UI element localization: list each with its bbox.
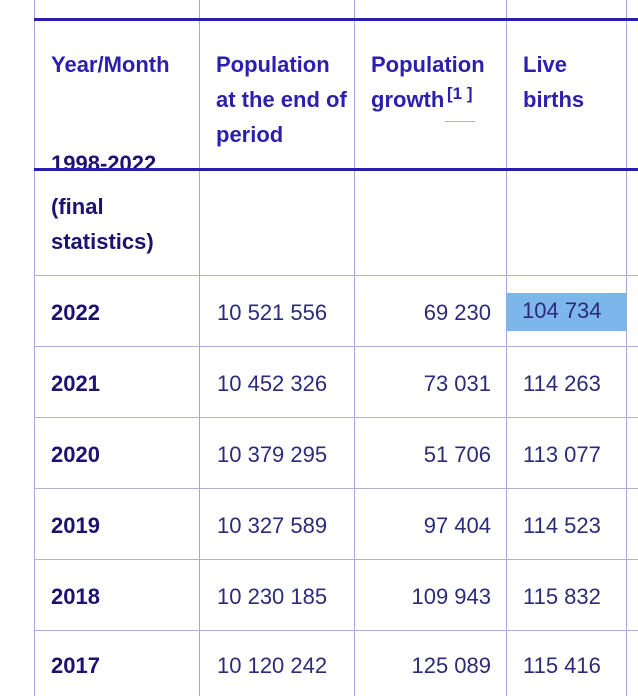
column-divider bbox=[354, 0, 355, 696]
table-border-left bbox=[34, 0, 35, 696]
row-year: 2017 bbox=[51, 653, 100, 678]
population-value: 10 521 556 bbox=[217, 300, 328, 325]
row-divider bbox=[34, 417, 638, 418]
row-year: 2020 bbox=[51, 442, 100, 467]
births-value: 115 416 bbox=[523, 653, 601, 678]
births-value: 114 523 bbox=[523, 513, 601, 538]
growth-value: 69 230 bbox=[423, 300, 491, 325]
column-header-population-growth[interactable]: Population growth bbox=[371, 47, 511, 117]
reference-link-1[interactable]: [1 ] bbox=[447, 84, 473, 103]
reference-underline bbox=[445, 121, 475, 122]
column-header-population-end[interactable]: Population at the end of period bbox=[216, 52, 347, 147]
column-header-year-month[interactable]: Year/Month bbox=[51, 52, 170, 77]
row-year: 2018 bbox=[51, 584, 100, 609]
column-header-live-births[interactable]: Live births bbox=[523, 52, 585, 112]
section-label-line2: (final bbox=[51, 194, 104, 219]
row-divider bbox=[34, 275, 638, 276]
growth-value: 125 089 bbox=[411, 653, 491, 678]
births-value: 115 832 bbox=[523, 584, 601, 609]
header-top-border bbox=[34, 18, 638, 21]
column-divider bbox=[506, 0, 507, 696]
population-growth-label: Population growth bbox=[371, 52, 485, 112]
row-divider bbox=[34, 559, 638, 560]
section-label-line3: statistics) bbox=[51, 229, 154, 254]
growth-value: 51 706 bbox=[423, 442, 491, 467]
population-value: 10 379 295 bbox=[217, 442, 328, 467]
births-value: 114 263 bbox=[523, 371, 601, 396]
column-divider bbox=[199, 0, 200, 696]
population-value: 10 230 185 bbox=[217, 584, 328, 609]
population-value: 10 452 326 bbox=[217, 371, 328, 396]
row-year: 2022 bbox=[51, 300, 100, 325]
births-value: 113 077 bbox=[523, 442, 601, 467]
growth-value: 97 404 bbox=[423, 513, 491, 538]
population-value: 10 120 242 bbox=[217, 653, 328, 678]
births-value-highlighted: 104 734 bbox=[506, 293, 626, 331]
header-bottom-border-overlay bbox=[34, 168, 638, 171]
row-divider bbox=[34, 630, 638, 631]
population-value: 10 327 589 bbox=[217, 513, 328, 538]
section-label-cut: 1998-2022 bbox=[51, 155, 157, 176]
growth-value: 109 943 bbox=[411, 584, 491, 609]
growth-value: 73 031 bbox=[423, 371, 491, 396]
row-divider bbox=[34, 488, 638, 489]
row-divider bbox=[34, 346, 638, 347]
row-year: 2019 bbox=[51, 513, 100, 538]
column-divider bbox=[626, 0, 627, 696]
row-year: 2021 bbox=[51, 371, 100, 396]
